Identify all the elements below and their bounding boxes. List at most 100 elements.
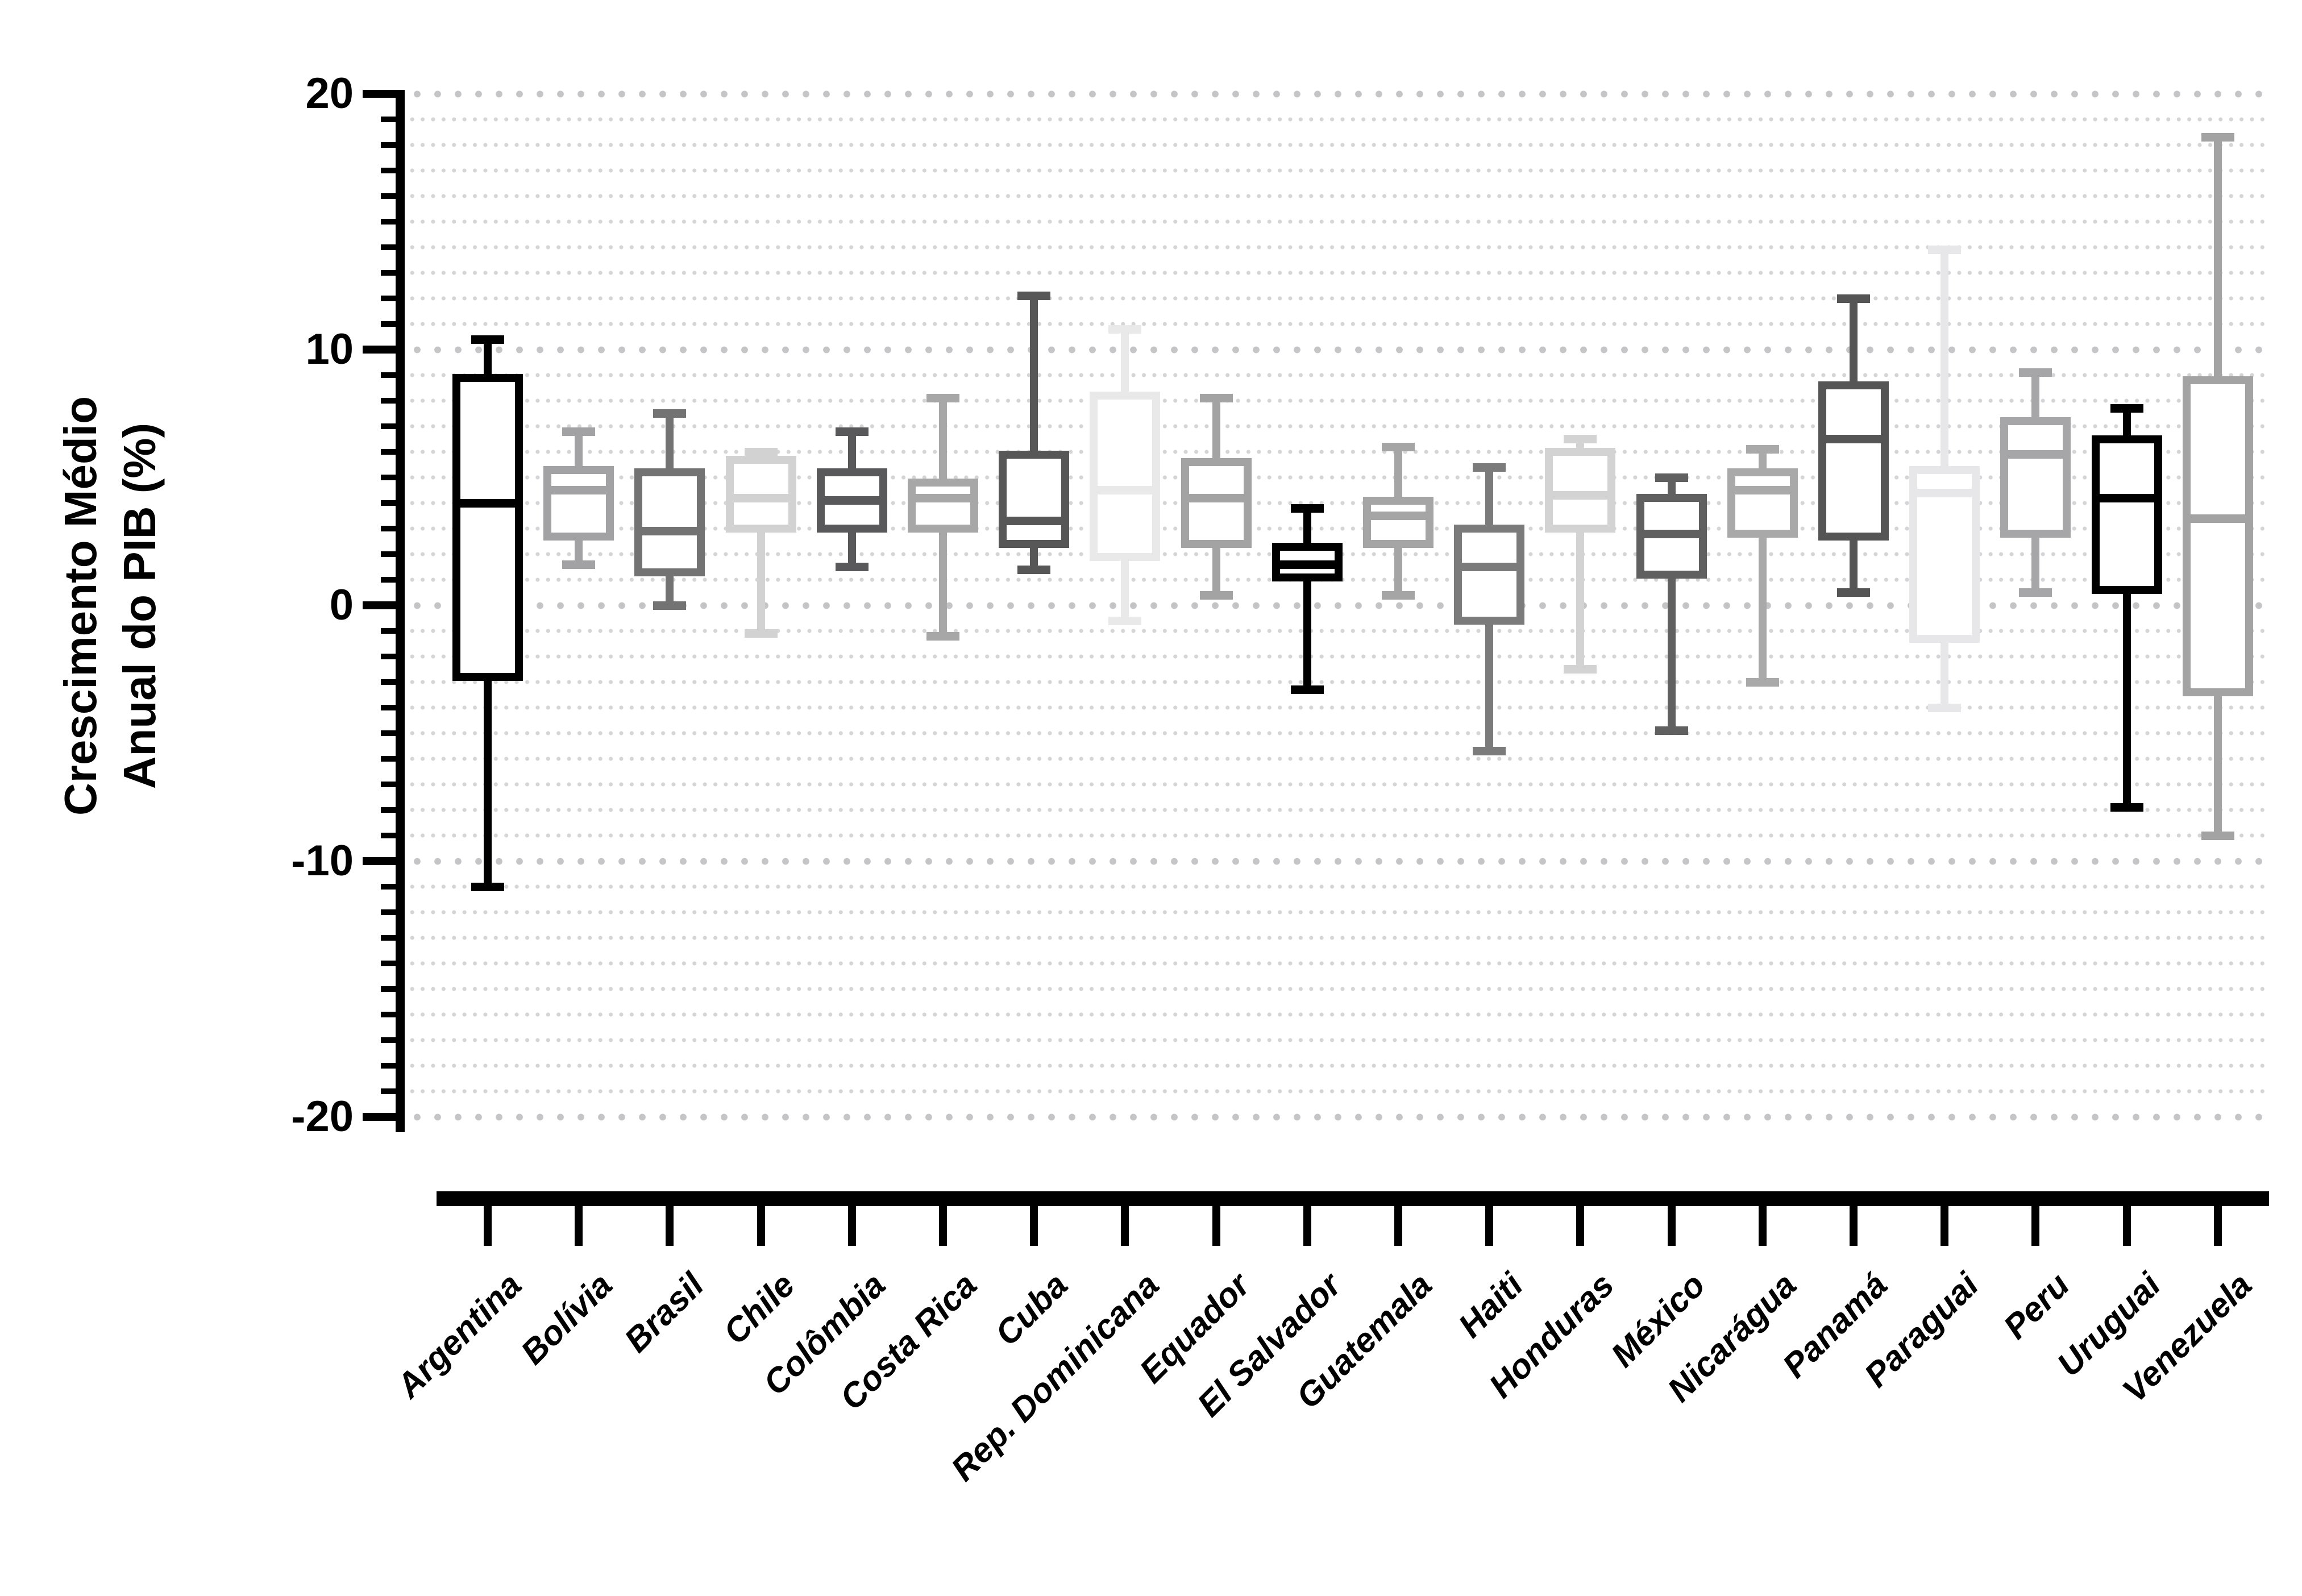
- box-haiti-max-cap: [1473, 463, 1506, 472]
- box-panama-max-cap: [1837, 294, 1870, 303]
- y-axis-title: Crescimento Médio Anual do PIB (%): [51, 66, 172, 1146]
- box-peru-upper-whisker: [2031, 372, 2040, 421]
- gridline-minor: [407, 833, 2269, 838]
- x-axis-tick: [1303, 1206, 1311, 1246]
- box-cuba-upper-whisker: [1030, 296, 1038, 455]
- x-tick-label-haiti: Haiti: [1451, 1265, 1531, 1345]
- y-axis-minor-tick: [381, 219, 396, 225]
- x-axis-tick: [1941, 1206, 1949, 1246]
- box-cuba-max-cap: [1017, 292, 1051, 300]
- y-axis-minor-tick: [381, 321, 396, 327]
- y-axis-minor-tick: [381, 577, 396, 583]
- gridline-minor: [407, 961, 2269, 966]
- y-axis-minor-tick: [381, 961, 396, 966]
- box-haiti-iqr: [1454, 525, 1525, 625]
- gridline-minor: [407, 757, 2269, 761]
- y-axis-major-tick: [363, 90, 396, 98]
- box-venezuela-min-cap: [2201, 831, 2234, 840]
- box-honduras-iqr: [1545, 448, 1616, 533]
- box-uruguai-upper-whisker: [2122, 408, 2131, 439]
- box-brasil-min-cap: [653, 601, 687, 610]
- box-equador-upper-whisker: [1212, 398, 1220, 462]
- box-uruguai-lower-whisker: [2122, 590, 2131, 808]
- box-venezuela-median: [2190, 514, 2245, 523]
- box-mexico-lower-whisker: [1667, 575, 1676, 731]
- gridline-minor: [407, 475, 2269, 480]
- box-guatemala-max-cap: [1382, 442, 1415, 451]
- box-brasil-lower-whisker: [666, 572, 674, 605]
- box-equador-lower-whisker: [1212, 544, 1220, 595]
- x-axis-tick: [1667, 1206, 1676, 1246]
- box-peru-median: [2008, 450, 2063, 459]
- y-axis-minor-tick: [381, 244, 396, 250]
- box-mexico-median: [1644, 529, 1699, 538]
- gridline-minor: [407, 987, 2269, 991]
- box-guatemala-lower-whisker: [1394, 544, 1402, 595]
- box-peru-max-cap: [2019, 368, 2052, 377]
- box-panama-median: [1826, 435, 1881, 443]
- gridline-minor: [407, 680, 2269, 684]
- gridline-minor: [407, 322, 2269, 326]
- gridline-minor: [407, 654, 2269, 659]
- box-chile-median: [733, 493, 788, 502]
- box-brasil-max-cap: [653, 409, 687, 418]
- box-el-salvador-max-cap: [1290, 504, 1324, 513]
- gridline-major: [407, 601, 2269, 609]
- gridline-minor: [407, 526, 2269, 531]
- gridline-minor: [407, 705, 2269, 710]
- x-axis-tick: [1394, 1206, 1402, 1246]
- x-axis-tick: [1121, 1206, 1129, 1246]
- box-nicaragua-lower-whisker: [1758, 534, 1767, 682]
- x-axis-tick: [1758, 1206, 1767, 1246]
- box-venezuela-upper-whisker: [2213, 137, 2222, 380]
- box-honduras-median: [1553, 491, 1608, 500]
- box-guatemala-upper-whisker: [1394, 447, 1402, 501]
- x-tick-label-argentina: Argentina: [389, 1265, 529, 1406]
- box-uruguai-iqr: [2091, 435, 2162, 594]
- x-axis-tick: [666, 1206, 674, 1246]
- box-mexico-max-cap: [1655, 473, 1688, 482]
- box-colombia-median: [824, 496, 879, 505]
- x-tick-label-peru: Peru: [1996, 1265, 2077, 1346]
- box-cuba-lower-whisker: [1030, 544, 1038, 570]
- y-tick-label: 0: [329, 581, 354, 629]
- x-tick-label-chile: Chile: [716, 1265, 802, 1352]
- box-panama-min-cap: [1837, 588, 1870, 597]
- y-axis-minor-tick: [381, 909, 396, 915]
- box-peru-iqr: [2000, 417, 2071, 538]
- x-tick-label-cuba: Cuba: [987, 1265, 1075, 1353]
- y-axis-minor-tick: [381, 884, 396, 890]
- box-el-salvador-min-cap: [1290, 685, 1324, 694]
- gridline-major: [407, 857, 2269, 865]
- x-tick-label-bolivia: Bolívia: [513, 1265, 620, 1372]
- box-paraguai-max-cap: [1928, 246, 1962, 254]
- box-venezuela-max-cap: [2201, 133, 2234, 142]
- box-honduras-lower-whisker: [1576, 529, 1585, 670]
- gridline-minor: [407, 219, 2269, 224]
- box-haiti-min-cap: [1473, 747, 1506, 755]
- y-axis-minor-tick: [381, 756, 396, 762]
- gridline-minor: [407, 424, 2269, 429]
- gridline-minor: [407, 143, 2269, 147]
- box-venezuela-lower-whisker: [2213, 692, 2222, 836]
- y-axis-minor-tick: [381, 423, 396, 429]
- box-el-salvador-lower-whisker: [1303, 577, 1311, 690]
- box-paraguai-median: [1917, 488, 1972, 497]
- gridline-minor: [407, 629, 2269, 633]
- y-axis-minor-tick: [381, 833, 396, 838]
- y-axis-minor-tick: [381, 935, 396, 941]
- box-costa-rica-iqr: [908, 479, 978, 533]
- box-bolivia-lower-whisker: [575, 536, 583, 564]
- box-cuba-iqr: [999, 450, 1070, 548]
- box-guatemala-iqr: [1363, 496, 1433, 548]
- y-axis-minor-tick: [381, 372, 396, 378]
- y-axis-minor-tick: [381, 1063, 396, 1069]
- y-axis-minor-tick: [381, 193, 396, 199]
- box-uruguai-max-cap: [2110, 404, 2143, 413]
- box-brasil-median: [642, 527, 697, 535]
- box-equador-median: [1189, 493, 1244, 502]
- y-axis-minor-tick: [381, 168, 396, 173]
- box-rep-dominicana-lower-whisker: [1121, 556, 1129, 621]
- gridline-minor: [407, 731, 2269, 735]
- box-mexico-min-cap: [1655, 726, 1688, 735]
